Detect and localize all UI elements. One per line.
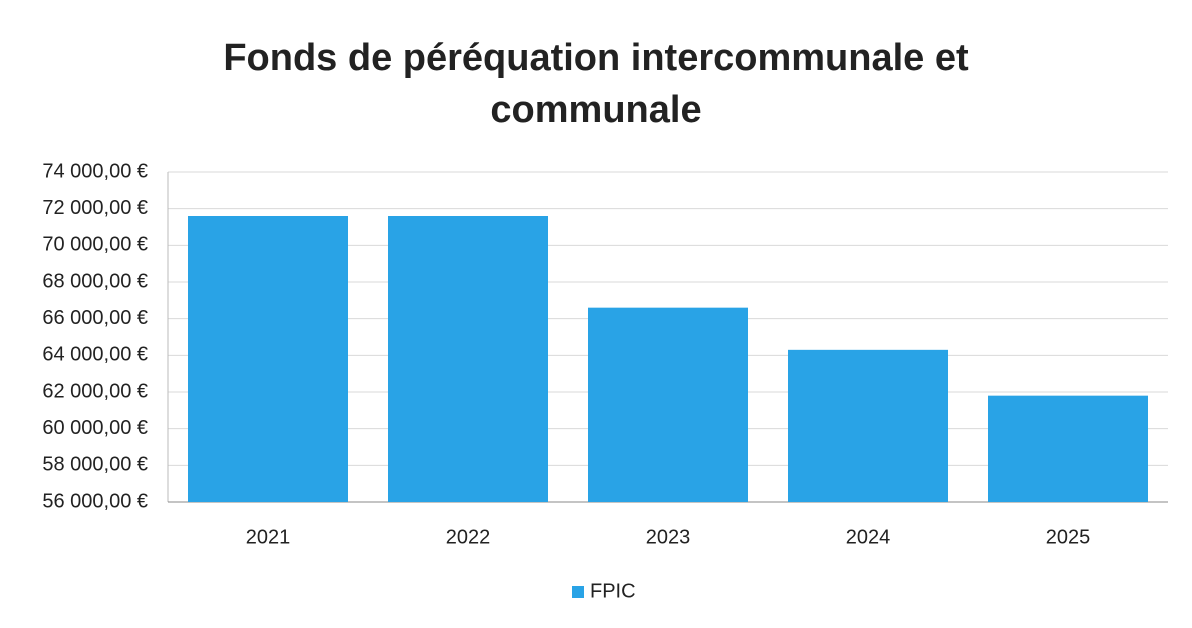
- bar: [588, 307, 748, 502]
- bar: [388, 216, 548, 502]
- y-tick-label: 70 000,00 €: [42, 234, 148, 256]
- y-tick-label: 58 000,00 €: [42, 454, 148, 476]
- y-tick-label: 74 000,00 €: [42, 160, 148, 182]
- y-tick-label: 56 000,00 €: [42, 490, 148, 512]
- legend-swatch: [572, 586, 584, 598]
- bar: [788, 349, 948, 502]
- y-tick-label: 66 000,00 €: [42, 307, 148, 329]
- x-tick-label: 2025: [1046, 526, 1091, 548]
- x-tick-label: 2021: [246, 526, 291, 548]
- y-tick-label: 72 000,00 €: [42, 197, 148, 219]
- x-tick-label: 2022: [446, 526, 491, 548]
- chart-title: Fonds de péréquation intercommunale et c…: [223, 37, 969, 131]
- x-tick-label: 2024: [846, 526, 891, 548]
- x-tick-label: 2023: [646, 526, 691, 548]
- y-tick-label: 60 000,00 €: [42, 417, 148, 439]
- legend-label: FPIC: [590, 580, 636, 602]
- y-tick-label: 62 000,00 €: [42, 380, 148, 402]
- bar: [988, 395, 1148, 502]
- y-tick-label: 68 000,00 €: [42, 270, 148, 292]
- bar: [188, 216, 348, 502]
- y-tick-label: 64 000,00 €: [42, 344, 148, 366]
